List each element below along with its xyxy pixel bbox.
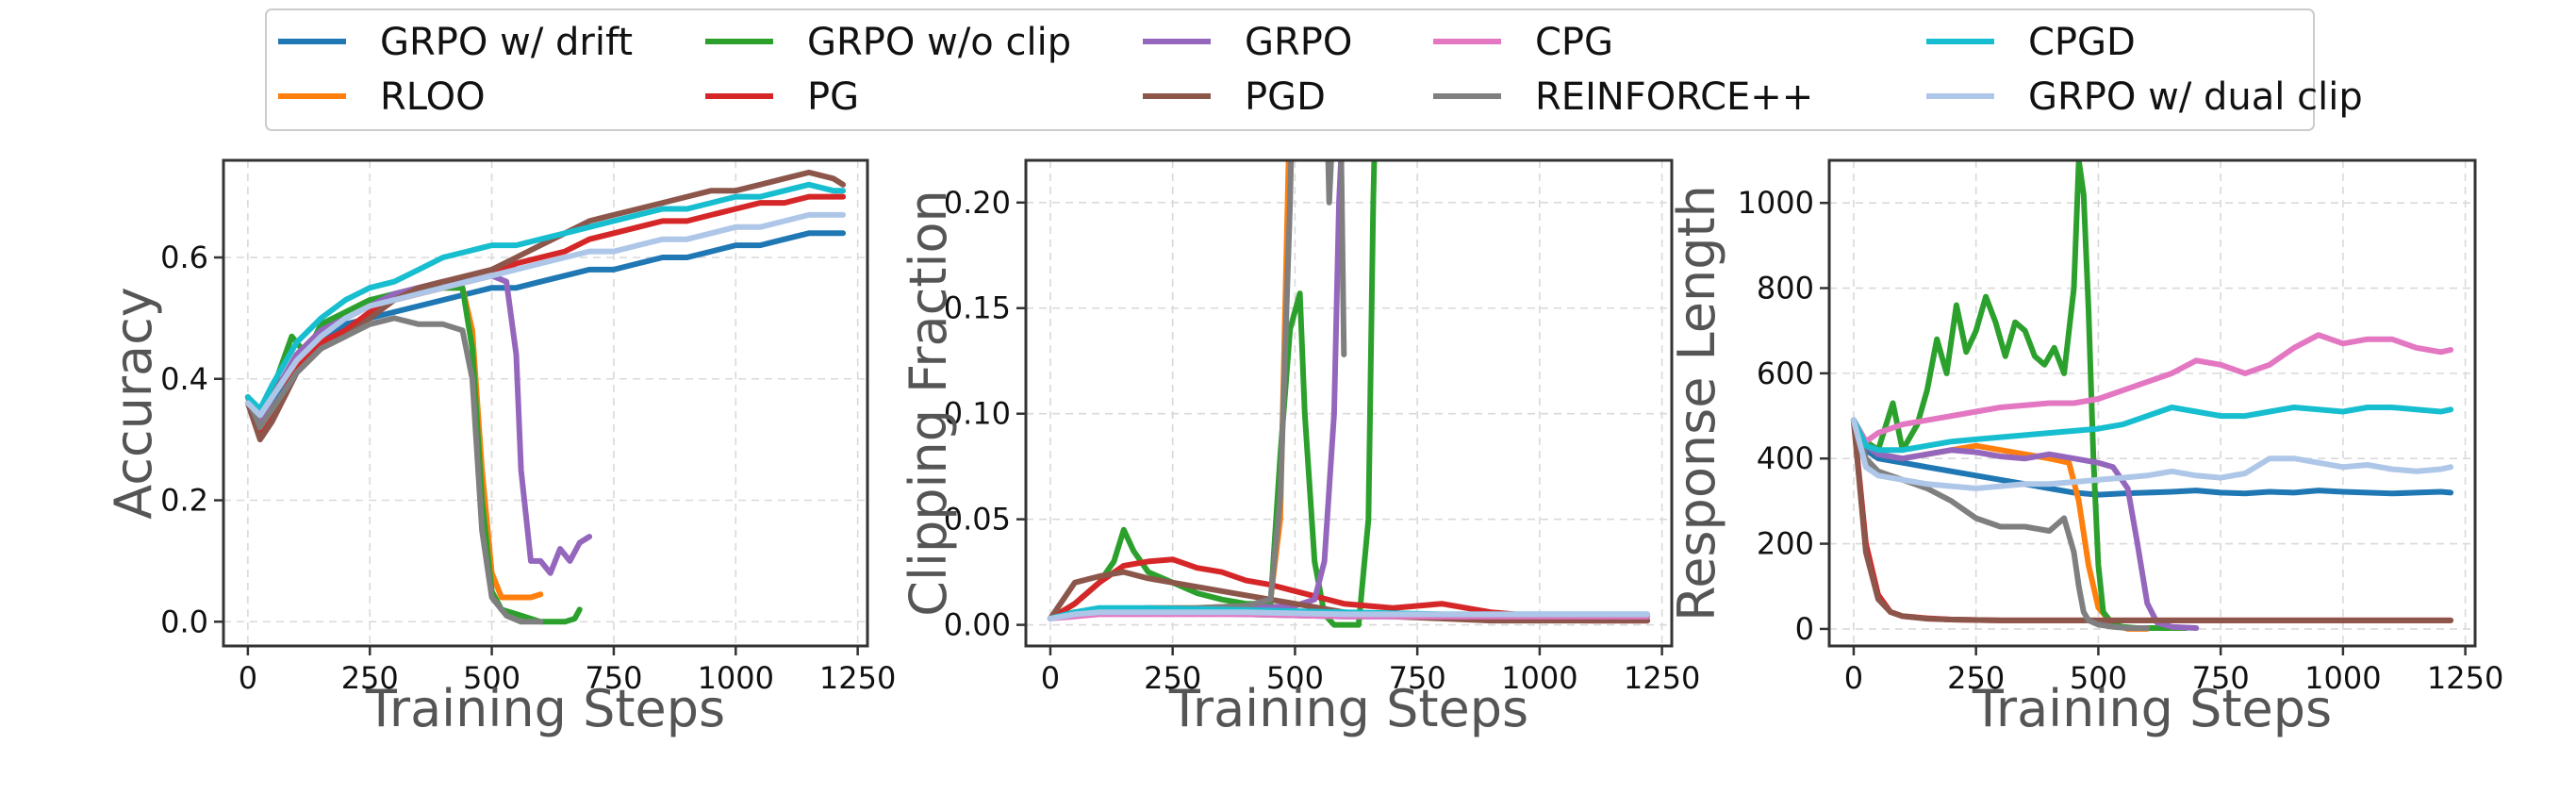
response-length-panel: 0 250 500 750 1000 125002004006008001000Train… — [1667, 158, 2503, 738]
legend-entry-pg: PG — [705, 75, 859, 119]
y-tick-label: 200 — [1757, 526, 1814, 562]
y-tick-label: 800 — [1757, 271, 1814, 306]
y-axis-label: Response Length — [1667, 185, 1726, 621]
plot-frame — [1827, 158, 2477, 648]
series-reinforce — [244, 315, 544, 625]
series-pg — [244, 193, 847, 437]
legend-entry-grpo-w-o-clip: GRPO w/o clip — [705, 21, 1071, 64]
x-tick-label: 250 — [341, 660, 399, 696]
series-cpgd — [244, 181, 847, 412]
y-tick-label: 600 — [1757, 356, 1814, 391]
x-tick-label: 1000 — [2304, 660, 2381, 696]
legend-label: CPGD — [2028, 21, 2136, 64]
grid — [223, 160, 867, 646]
series-grpo — [1850, 417, 2200, 631]
legend-label: PG — [807, 75, 859, 119]
plot-frame — [222, 158, 869, 648]
x-axis-label: Training Steps — [365, 679, 725, 738]
y-tick-label: 0.2 — [160, 483, 208, 519]
series-pgd — [1850, 417, 2454, 623]
clipping-fraction-panel: 0 250 500 750 1000 1250 0.00 0.05 0.10 0.15 0.20 Tr… — [899, 158, 1700, 738]
legend-label: RLOO — [380, 75, 486, 119]
legend-entry-grpo: GRPO — [1143, 21, 1352, 64]
legend-entry-rloo: RLOO — [278, 75, 486, 119]
legend-entry-grpo-w-drift: GRPO w/ drift — [278, 21, 633, 64]
x-tick-label: 750 — [1389, 660, 1446, 696]
series-group — [244, 169, 847, 625]
legend-label: GRPO — [1245, 21, 1352, 64]
series-cpg — [1850, 332, 2454, 445]
legend-label: GRPO w/o clip — [807, 21, 1071, 64]
grid — [1829, 160, 2475, 646]
legend-entry-cpgd: CPGD — [1926, 21, 2136, 64]
series-grpo — [244, 273, 593, 576]
y-tick-label: 0.00 — [944, 607, 1011, 643]
x-tick-label: 1000 — [698, 660, 774, 696]
x-tick-label: 0 — [1041, 660, 1060, 696]
y-tick-label: 0 — [1795, 611, 1814, 647]
y-tick-label: 0.4 — [160, 361, 208, 397]
series-grpo-w-o-clip — [1850, 160, 2189, 631]
series-grpo-w-dual-clip — [244, 211, 847, 419]
x-tick-label: 250 — [1947, 660, 2005, 696]
legend-entry-reinforce: REINFORCE++ — [1433, 75, 1813, 119]
y-tick-label: 0.0 — [160, 604, 208, 639]
x-tick-label: 750 — [585, 660, 642, 696]
legend: GRPO w/ drift RLOO GRPO w/o clip PG GRPO PGD C… — [265, 8, 2363, 131]
x-tick-label: 750 — [2192, 660, 2250, 696]
accuracy-panel: 0 250 500 750 1000 1250 0.0 0.2 0.4 0.6 Training S… — [104, 158, 896, 738]
x-tick-label: 1250 — [1624, 660, 1700, 696]
legend-entry-grpo-w-dual-clip: GRPO w/ dual clip — [1926, 75, 2363, 119]
y-tick-label: 0.10 — [944, 396, 1011, 432]
y-axis-label: Clipping Fraction — [899, 190, 958, 617]
series-group — [1047, 160, 1651, 628]
y-tick-label: 0.15 — [944, 290, 1011, 326]
plot-frame — [1024, 158, 1674, 648]
x-tick-label: 1250 — [2427, 660, 2503, 696]
series-grpo-w-drift — [1850, 417, 2454, 498]
y-tick-label: 0.05 — [944, 502, 1011, 538]
x-tick-label: 500 — [2070, 660, 2127, 696]
x-tick-label: 500 — [463, 660, 520, 696]
y-tick-label: 400 — [1757, 440, 1814, 476]
x-tick-label: 1250 — [819, 660, 896, 696]
series-cpgd — [1850, 405, 2454, 454]
legend-label: CPG — [1535, 21, 1613, 64]
x-axis-label: Training Steps — [1972, 679, 2332, 738]
x-tick-label: 1000 — [1501, 660, 1577, 696]
legend-entry-pgd: PGD — [1143, 75, 1326, 119]
y-tick-label: 1000 — [1738, 185, 1814, 221]
x-tick-label: 250 — [1144, 660, 1201, 696]
x-axis-label: Training Steps — [1168, 679, 1528, 738]
x-tick-label: 500 — [1266, 660, 1324, 696]
series-grpo-w-dual-clip — [1850, 417, 2454, 491]
x-tick-label: 0 — [1844, 660, 1863, 696]
legend-label: GRPO w/ dual clip — [2028, 75, 2363, 119]
legend-label: REINFORCE++ — [1535, 75, 1813, 119]
legend-box — [265, 8, 2315, 131]
series-grpo-w-dual-clip — [1047, 609, 1651, 621]
y-tick-label: 0.20 — [944, 185, 1011, 221]
x-tick-label: 0 — [239, 660, 257, 696]
y-axis-label: Accuracy — [104, 287, 163, 520]
legend-label: GRPO w/ drift — [380, 21, 633, 64]
legend-entry-cpg: CPG — [1433, 21, 1613, 64]
y-tick-label: 0.6 — [160, 240, 208, 275]
series-group — [1850, 160, 2454, 632]
legend-label: PGD — [1245, 75, 1326, 119]
